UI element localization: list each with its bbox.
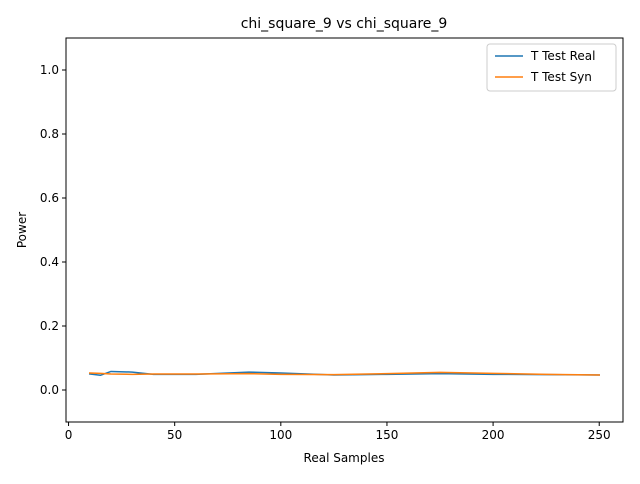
- x-tick-label: 50: [167, 428, 182, 442]
- x-tick-label: 150: [376, 428, 399, 442]
- y-tick-label: 0.4: [40, 255, 59, 269]
- y-tick-label: 0.8: [40, 127, 59, 141]
- plot-frame: [65, 37, 624, 423]
- legend: T Test Real T Test Syn: [486, 43, 617, 92]
- x-tick-label: 100: [269, 428, 292, 442]
- axes-frame: [65, 37, 624, 423]
- chart-title: chi_square_9 vs chi_square_9: [241, 16, 448, 32]
- series-line-1: [88, 370, 600, 377]
- y-tick-label: 0.6: [40, 191, 59, 205]
- y-axis-ticks: 0.0 0.2 0.4 0.6 0.8 1.0: [40, 63, 66, 397]
- x-tick-label: 200: [482, 428, 505, 442]
- series-line-2: [88, 371, 600, 376]
- y-tick-label: 0.2: [40, 319, 59, 333]
- x-axis-ticks: 0 50 100 150 200 250: [65, 422, 611, 442]
- y-tick-label: 1.0: [40, 63, 59, 77]
- legend-label: T Test Real: [530, 49, 595, 63]
- x-axis-label: Real Samples: [304, 451, 385, 465]
- y-axis-label: Power: [15, 212, 29, 248]
- x-tick-label: 0: [65, 428, 73, 442]
- legend-label: T Test Syn: [530, 70, 592, 84]
- plot-lines: [88, 370, 600, 377]
- x-tick-label: 250: [588, 428, 611, 442]
- y-tick-label: 0.0: [40, 383, 59, 397]
